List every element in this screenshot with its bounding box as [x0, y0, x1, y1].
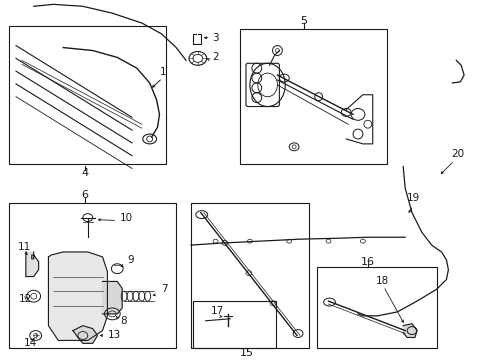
Text: 8: 8 — [120, 316, 126, 326]
Text: 20: 20 — [450, 149, 464, 159]
Polygon shape — [403, 324, 416, 337]
Text: 9: 9 — [127, 255, 133, 265]
Polygon shape — [26, 252, 39, 276]
Polygon shape — [102, 282, 122, 314]
Text: 18: 18 — [375, 276, 388, 287]
Text: 5: 5 — [300, 16, 307, 26]
Bar — [9, 203, 176, 348]
Polygon shape — [73, 326, 98, 343]
Bar — [240, 29, 386, 163]
Bar — [9, 26, 166, 163]
Text: 6: 6 — [81, 190, 88, 200]
Text: 7: 7 — [161, 284, 168, 294]
Text: 17: 17 — [210, 306, 224, 316]
Bar — [316, 267, 436, 348]
Text: 12: 12 — [19, 294, 32, 304]
Text: 11: 11 — [18, 242, 31, 252]
Text: 16: 16 — [360, 257, 374, 267]
Text: 13: 13 — [107, 330, 121, 341]
Text: 2: 2 — [212, 53, 219, 62]
Text: 14: 14 — [24, 338, 37, 348]
Text: 3: 3 — [212, 33, 219, 43]
Text: 19: 19 — [407, 193, 420, 203]
Text: 15: 15 — [240, 348, 253, 358]
Text: 1: 1 — [159, 67, 166, 77]
Bar — [192, 301, 276, 348]
Bar — [190, 203, 308, 348]
Polygon shape — [48, 252, 107, 341]
Text: 4: 4 — [81, 168, 88, 178]
Text: 10: 10 — [120, 212, 133, 222]
